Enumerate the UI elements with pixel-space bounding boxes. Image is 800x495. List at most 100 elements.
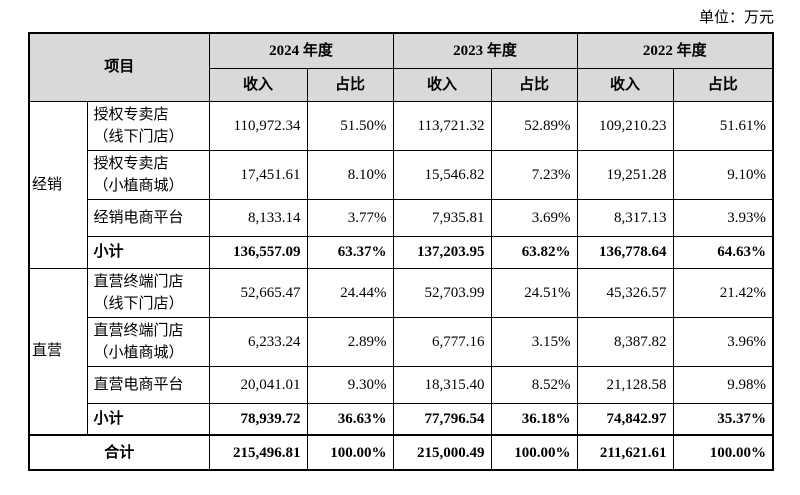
- value-cell: 2.89%: [306, 316, 394, 367]
- value-cell: 35.37%: [672, 402, 774, 436]
- value-cell: 137,203.95: [392, 235, 492, 269]
- value-cell: 17,451.61: [208, 149, 308, 200]
- sub-header: 占比: [490, 67, 578, 102]
- value-cell: 9.98%: [672, 365, 774, 404]
- value-cell: 77,796.54: [392, 402, 492, 436]
- total-row: 合计 215,496.81 100.00% 215,000.49 100.00% 211,…: [28, 434, 774, 471]
- value-cell: 3.15%: [490, 316, 578, 367]
- value-cell: 24.51%: [490, 267, 578, 318]
- value-cell: 36.18%: [490, 402, 578, 436]
- value-cell: 63.37%: [306, 235, 394, 269]
- sub-header: 收入: [576, 67, 674, 102]
- value-cell: 215,000.49: [392, 434, 492, 471]
- value-cell: 24.44%: [306, 267, 394, 318]
- value-cell: 15,546.82: [392, 149, 492, 200]
- table-body: 项目 2024 年度 2023 年度 2022 年度 收入 占比 收入 占比 收入 占比 经销 授权专…: [28, 32, 774, 471]
- value-cell: 100.00%: [490, 434, 578, 471]
- value-cell: 100.00%: [306, 434, 394, 471]
- value-cell: 109,210.23: [576, 100, 674, 151]
- item-label: 小计: [86, 235, 210, 269]
- value-cell: 8,387.82: [576, 316, 674, 367]
- item-line: （小植商城）: [93, 344, 184, 361]
- item-line: 授权专卖店: [93, 155, 169, 172]
- value-cell: 3.96%: [672, 316, 774, 367]
- value-cell: 21.42%: [672, 267, 774, 318]
- value-cell: 8.52%: [490, 365, 578, 404]
- value-cell: 51.50%: [306, 100, 394, 151]
- header-row: 收入 占比 收入 占比 收入 占比: [29, 67, 774, 102]
- value-cell: 113,721.32: [392, 100, 492, 151]
- value-cell: 63.82%: [490, 235, 578, 269]
- item-line: 直营终端门店: [93, 322, 184, 339]
- item-line: 直营电商平台: [93, 376, 184, 393]
- value-cell: 64.63%: [672, 235, 774, 269]
- value-cell: 6,233.24: [208, 316, 308, 367]
- item-line: （小植商城）: [93, 177, 184, 194]
- value-cell: 8,317.13: [576, 198, 674, 237]
- value-cell: 52,665.47: [208, 267, 308, 318]
- value-cell: 74,842.97: [576, 402, 674, 436]
- subtotal-row: 小计 78,939.72 36.63% 77,796.54 36.18% 74,842.9…: [29, 402, 774, 436]
- item-label: 小计: [86, 402, 210, 436]
- value-cell: 20,041.01: [208, 365, 308, 404]
- value-cell: 3.69%: [490, 198, 578, 237]
- value-cell: 8.10%: [306, 149, 394, 200]
- value-cell: 36.63%: [306, 402, 394, 436]
- item-label: 授权专卖店 （小植商城）: [86, 149, 210, 200]
- item-label: 直营终端门店 （线下门店）: [86, 267, 210, 318]
- value-cell: 21,128.58: [576, 365, 674, 404]
- year-header: 2022 年度: [576, 32, 774, 69]
- data-row: 经销 授权专卖店 （线下门店） 110,972.34 51.50% 113,721.32 5…: [28, 100, 774, 269]
- sub-header: 收入: [392, 67, 492, 102]
- value-cell: 7,935.81: [392, 198, 492, 237]
- subtotal-row: 小计 136,557.09 63.37% 137,203.95 63.82% 136,77…: [29, 235, 774, 269]
- value-cell: 100.00%: [672, 434, 774, 471]
- header-cell: 项目: [28, 32, 210, 102]
- data-row: 经销电商平台 8,133.14 3.77% 7,935.81 3.69% 8,317.13…: [29, 198, 774, 237]
- group-label: 经销: [28, 100, 88, 269]
- header-row: 项目 2024 年度 2023 年度 2022 年度: [28, 32, 774, 102]
- item-label: 经销电商平台: [86, 198, 210, 237]
- sub-header: 占比: [672, 67, 774, 102]
- item-line: 小计: [93, 410, 124, 427]
- data-row: 直营终端门店 （小植商城） 6,233.24 2.89% 6,777.16 3.15% 8,…: [29, 316, 774, 367]
- item-line: 直营终端门店: [93, 273, 184, 290]
- value-cell: 52,703.99: [392, 267, 492, 318]
- item-label: 直营终端门店 （小植商城）: [86, 316, 210, 367]
- item-line: 授权专卖店: [93, 106, 169, 123]
- value-cell: 8,133.14: [208, 198, 308, 237]
- sub-header: 收入: [208, 67, 308, 102]
- value-cell: 6,777.16: [392, 316, 492, 367]
- data-row: 授权专卖店 （小植商城） 17,451.61 8.10% 15,546.82 7.23% 1…: [29, 149, 774, 200]
- sub-header: 占比: [306, 67, 394, 102]
- value-cell: 19,251.28: [576, 149, 674, 200]
- item-label: 直营电商平台: [86, 365, 210, 404]
- value-cell: 9.10%: [672, 149, 774, 200]
- value-cell: 3.77%: [306, 198, 394, 237]
- item-line: 小计: [93, 244, 124, 260]
- value-cell: 136,557.09: [208, 235, 308, 269]
- value-cell: 52.89%: [490, 100, 578, 151]
- group-label: 直营: [28, 267, 88, 436]
- value-cell: 215,496.81: [208, 434, 308, 471]
- value-cell: 9.30%: [306, 365, 394, 404]
- item-label: 授权专卖店 （线下门店）: [86, 100, 210, 151]
- year-header: 2024 年度: [208, 32, 394, 69]
- revenue-table: 项目 2024 年度 2023 年度 2022 年度 收入 占比 收入 占比 收入 占比 经销 授权专…: [28, 32, 774, 471]
- value-cell: 51.61%: [672, 100, 774, 151]
- value-cell: 136,778.64: [576, 235, 674, 269]
- value-cell: 211,621.61: [576, 434, 674, 471]
- value-cell: 7.23%: [490, 149, 578, 200]
- value-cell: 110,972.34: [208, 100, 308, 151]
- item-line: （线下门店）: [93, 128, 184, 145]
- value-cell: 3.93%: [672, 198, 774, 237]
- item-line: 经销电商平台: [93, 209, 184, 226]
- total-label: 合计: [28, 434, 210, 471]
- item-line: （线下门店）: [93, 295, 184, 312]
- year-header: 2023 年度: [392, 32, 578, 69]
- unit-label: 单位：万元: [698, 10, 774, 26]
- value-cell: 18,315.40: [392, 365, 492, 404]
- data-row: 直营电商平台 20,041.01 9.30% 18,315.40 8.52% 21,128…: [29, 365, 774, 404]
- value-cell: 45,326.57: [576, 267, 674, 318]
- value-cell: 78,939.72: [208, 402, 308, 436]
